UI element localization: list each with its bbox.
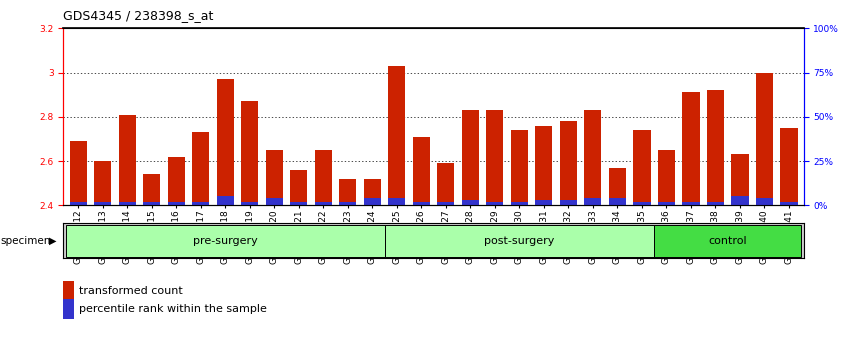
Bar xyxy=(486,202,503,205)
Bar xyxy=(732,154,749,205)
FancyBboxPatch shape xyxy=(66,225,385,257)
Bar xyxy=(290,170,307,205)
Bar xyxy=(118,115,135,205)
Bar xyxy=(634,130,651,205)
Text: pre-surgery: pre-surgery xyxy=(193,236,257,246)
Text: specimen: specimen xyxy=(1,236,52,246)
Bar xyxy=(388,198,405,205)
Bar xyxy=(217,79,233,205)
Bar xyxy=(536,200,552,205)
Text: GDS4345 / 238398_s_at: GDS4345 / 238398_s_at xyxy=(63,9,214,22)
Bar xyxy=(609,198,626,205)
Bar xyxy=(780,202,798,205)
Bar xyxy=(756,198,773,205)
Text: control: control xyxy=(708,236,747,246)
Bar xyxy=(634,202,651,205)
Bar xyxy=(609,168,626,205)
Bar xyxy=(462,110,479,205)
Bar xyxy=(266,198,283,205)
Bar xyxy=(143,202,160,205)
Bar xyxy=(658,150,675,205)
Bar xyxy=(69,202,87,205)
Bar xyxy=(217,196,233,205)
Bar xyxy=(756,73,773,205)
Bar xyxy=(707,202,724,205)
Bar xyxy=(413,137,430,205)
Bar xyxy=(241,202,258,205)
Bar xyxy=(560,121,577,205)
Bar xyxy=(707,90,724,205)
Bar xyxy=(732,196,749,205)
Bar xyxy=(437,163,454,205)
Bar xyxy=(266,150,283,205)
Bar xyxy=(413,202,430,205)
Bar xyxy=(511,130,528,205)
Text: percentile rank within the sample: percentile rank within the sample xyxy=(79,304,266,314)
Bar xyxy=(339,179,356,205)
Bar xyxy=(683,92,700,205)
Bar xyxy=(69,141,87,205)
Bar xyxy=(241,101,258,205)
Bar xyxy=(462,200,479,205)
Text: ▶: ▶ xyxy=(49,236,57,246)
Bar xyxy=(364,179,381,205)
Bar xyxy=(683,202,700,205)
Text: post-surgery: post-surgery xyxy=(484,236,555,246)
FancyBboxPatch shape xyxy=(654,225,801,257)
Bar xyxy=(315,150,332,205)
Bar xyxy=(118,202,135,205)
Bar xyxy=(658,202,675,205)
Bar xyxy=(780,128,798,205)
Bar xyxy=(364,198,381,205)
Bar xyxy=(143,174,160,205)
Bar xyxy=(192,202,209,205)
Bar xyxy=(168,202,184,205)
Bar xyxy=(511,202,528,205)
Bar xyxy=(339,202,356,205)
Bar xyxy=(486,110,503,205)
Text: transformed count: transformed count xyxy=(79,286,183,296)
Bar xyxy=(192,132,209,205)
Bar xyxy=(560,200,577,205)
FancyBboxPatch shape xyxy=(385,225,654,257)
Bar xyxy=(388,66,405,205)
Bar xyxy=(290,202,307,205)
Bar xyxy=(536,126,552,205)
Bar xyxy=(585,198,602,205)
Bar xyxy=(168,156,184,205)
Bar xyxy=(437,202,454,205)
Bar xyxy=(94,202,111,205)
Bar xyxy=(94,161,111,205)
Bar xyxy=(585,110,602,205)
Bar xyxy=(315,202,332,205)
